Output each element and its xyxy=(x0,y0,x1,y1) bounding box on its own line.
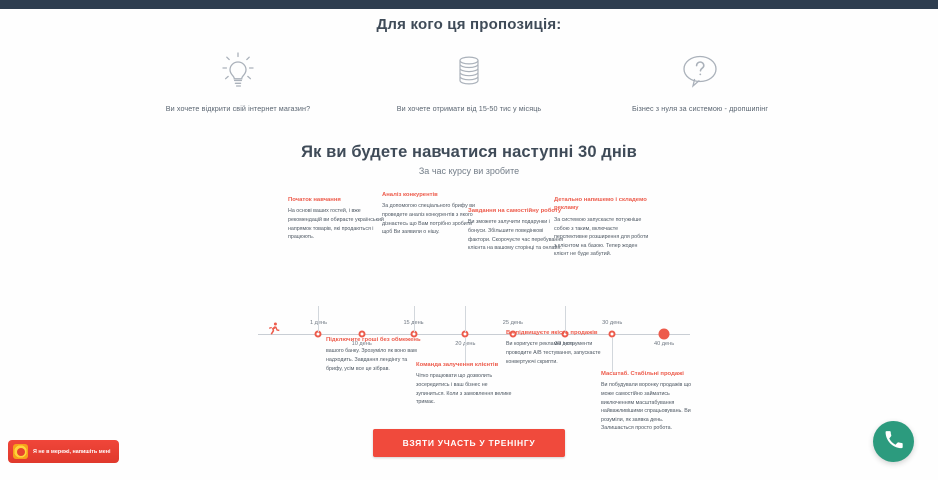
timeline-block-body: Ви коригуєте рекламні інструменти провод… xyxy=(506,341,601,365)
timeline-block-bottom: Підключите гроші без обмежень вашого банк… xyxy=(326,336,422,373)
timeline-block-body: Ви побудували воронку продажів що може с… xyxy=(601,382,692,432)
chat-avatar-icon xyxy=(13,444,28,459)
timeline-day-label: 25 день xyxy=(502,319,523,326)
timeline-stem xyxy=(612,337,614,372)
timeline-block-bottom: Команда залучення клієнтів Чітко працюват… xyxy=(416,361,512,407)
timeline-block-top: Завдання на самостійну роботу Ви зможете … xyxy=(468,207,564,253)
timeline-block-bottom: Ви підвищуєте якість продажів Ви коригуєт… xyxy=(506,329,602,366)
timeline-stem xyxy=(564,305,566,332)
offline-message-widget[interactable]: Я не в мережі, напишіть мені xyxy=(8,440,120,463)
offer-item-1: Ви хочете отримати від 15-50 тис у місяц… xyxy=(397,50,542,115)
timeline-node xyxy=(658,328,670,340)
timeline-block-top: Початок навчання На основі ваших гостей, … xyxy=(288,196,384,242)
timeline-block-top: Детально напишемо і складемо рекламу За с… xyxy=(554,196,650,259)
runner-icon xyxy=(268,322,280,341)
phone-call-button[interactable] xyxy=(873,421,914,462)
timeline-block-body: За системою запускаєте потужніше собою з… xyxy=(554,217,649,258)
timeline-block-title: Ви підвищуєте якість продажів xyxy=(506,329,598,336)
cta-wrapper: ВЗЯТИ УЧАСТЬ У ТРЕНІНГУ xyxy=(0,429,938,457)
timeline-block-title: Аналіз конкурентів xyxy=(382,191,438,198)
timeline-subtitle: За час курсу ви зробите xyxy=(418,165,520,176)
timeline-block-body: На основі ваших гостей, і вже рекомендац… xyxy=(288,208,384,241)
offer-item-label: Бізнес з нуля за системою - дропшипінг xyxy=(631,104,769,113)
timeline-block-body: Ви зможете залучити подарунки і бонуси. … xyxy=(468,219,564,252)
timeline-node xyxy=(358,330,366,338)
timeline: 1 день 10 день 15 день 20 день 25 день 30 ден… xyxy=(0,186,938,431)
timeline-stem xyxy=(465,337,467,363)
timeline-block-body: вашого банку. Зрозуміло як воно вам надх… xyxy=(326,348,417,372)
timeline-node xyxy=(608,330,616,338)
timeline-stem xyxy=(318,305,320,332)
offer-item-0: Ви хочете відкрити свій інтернет магазин… xyxy=(166,50,311,115)
timeline-block-title: Детально напишемо і складемо рекламу xyxy=(554,196,647,212)
offer-item-label: Ви хочете отримати від 15-50 тис у місяц… xyxy=(396,104,542,113)
question-bubble-icon xyxy=(628,50,773,92)
timeline-day-label: 10 день xyxy=(351,340,372,347)
timeline-block-title: Масштаб. Стабільні продажі xyxy=(601,370,684,377)
timeline-block-title: Початок навчання xyxy=(288,196,341,203)
timeline-block-title: Завдання на самостійну роботу xyxy=(468,207,562,214)
coins-icon xyxy=(397,50,542,92)
timeline-axis xyxy=(258,333,690,335)
timeline-block-top: Аналіз конкурентів За допомогою спеціальн… xyxy=(382,191,478,237)
timeline-day-label: 30 день xyxy=(554,340,575,347)
page-content: Для кого ця пропозиція: Ви хочете відкри… xyxy=(0,9,938,480)
timeline-day-label: 40 день xyxy=(654,340,675,347)
timeline-day-label: 30 день xyxy=(602,319,623,326)
timeline-stem xyxy=(465,305,467,332)
top-bar xyxy=(0,0,938,9)
join-training-button[interactable]: ВЗЯТИ УЧАСТЬ У ТРЕНІНГУ xyxy=(372,429,566,457)
timeline-block-body: За допомогою спеціального брифу ви прове… xyxy=(382,203,475,236)
offer-columns: Ви хочете відкрити свій інтернет магазин… xyxy=(0,50,938,115)
offer-section-title: Для кого ця пропозиція: xyxy=(376,16,562,33)
timeline-node xyxy=(509,330,517,338)
timeline-block-body: Чітко працювати що дозволить зосередитис… xyxy=(416,373,512,406)
offer-item-2: Бізнес з нуля за системою - дропшипінг xyxy=(628,50,773,115)
timeline-title: Як ви будете навчатися наступні 30 днів xyxy=(301,142,637,161)
timeline-block-bottom: Масштаб. Стабільні продажі Ви побудували … xyxy=(601,370,697,433)
timeline-heading: Як ви будете навчатися наступні 30 днів … xyxy=(0,143,938,176)
lightbulb-icon xyxy=(166,50,311,92)
offer-item-label: Ви хочете відкрити свій інтернет магазин… xyxy=(165,104,311,113)
timeline-block-title: Підключите гроші без обмежень xyxy=(326,336,421,343)
timeline-block-title: Команда залучення клієнтів xyxy=(416,361,499,368)
offline-message-label: Я не в мережі, напишіть мені xyxy=(33,448,111,455)
phone-icon xyxy=(884,430,903,454)
timeline-stem xyxy=(413,305,415,332)
